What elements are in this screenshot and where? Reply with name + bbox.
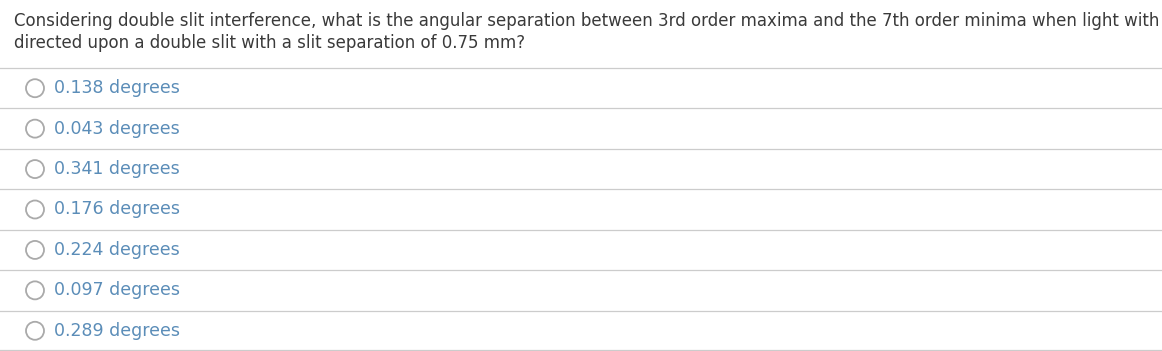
Text: 0.224 degrees: 0.224 degrees [53, 241, 180, 259]
Text: 0.289 degrees: 0.289 degrees [53, 322, 180, 340]
Text: 0.043 degrees: 0.043 degrees [53, 120, 180, 138]
Text: 0.097 degrees: 0.097 degrees [53, 282, 180, 299]
Text: 0.341 degrees: 0.341 degrees [53, 160, 180, 178]
Text: directed upon a double slit with a slit separation of 0.75 mm?: directed upon a double slit with a slit … [14, 34, 525, 52]
Text: 0.138 degrees: 0.138 degrees [53, 79, 180, 97]
Text: 0.176 degrees: 0.176 degrees [53, 200, 180, 219]
Text: Considering double slit interference, what is the angular separation between 3rd: Considering double slit interference, wh… [14, 12, 1162, 30]
